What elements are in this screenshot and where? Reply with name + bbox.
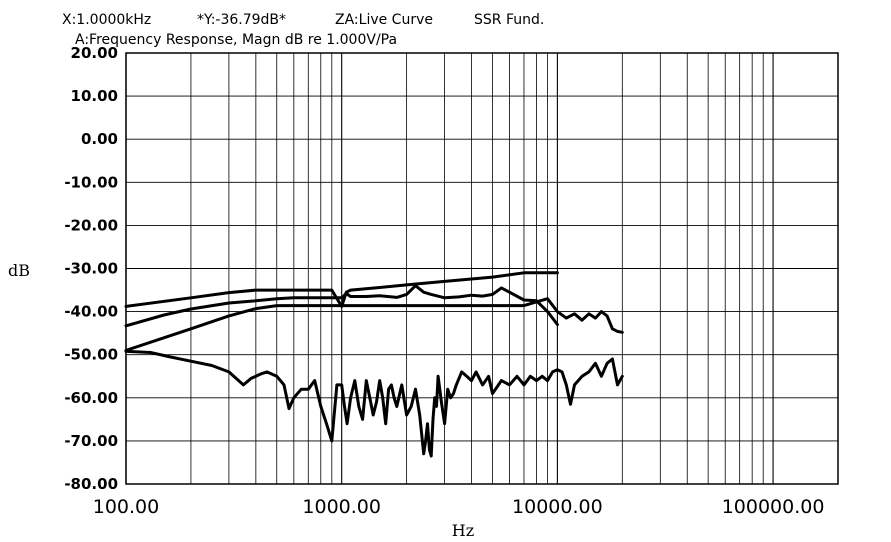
series-line-4 (124, 349, 624, 458)
series-line-3 (124, 297, 624, 352)
y-tick-label: 10.00 (71, 87, 118, 105)
y-tick-label: -10.00 (64, 173, 118, 191)
chart-title: A:Frequency Response, Magn dB re 1.000V/… (75, 32, 397, 48)
x-axis-label: Hz (452, 521, 474, 540)
cursor-y-readout: *Y:-36.79dB* (197, 12, 286, 28)
x-tick-label: 1000.00 (302, 496, 381, 518)
y-tick-label: -40.00 (64, 303, 118, 321)
y-tick-label: -70.00 (64, 432, 118, 450)
zone-label: ZA:Live Curve (335, 12, 433, 28)
y-tick-label: -30.00 (64, 260, 118, 278)
series-line-2 (124, 284, 559, 328)
x-tick-labels: 100.00 1000.00 10000.00 100000.00 (93, 496, 825, 518)
series-line-1 (124, 271, 559, 308)
grid (125, 52, 839, 485)
curves (124, 271, 624, 458)
y-tick-label: -60.00 (64, 389, 118, 407)
y-tick-label: 0.00 (81, 130, 118, 148)
y-tick-label: -50.00 (64, 346, 118, 364)
y-tick-labels: 20.00 10.00 0.00 -10.00 -20.00 -30.00 -40.00 -5… (64, 44, 118, 493)
y-axis-label: dB (8, 261, 30, 280)
x-tick-label: 10000.00 (512, 496, 603, 518)
y-tick-label: -20.00 (64, 216, 118, 234)
mode-label: SSR Fund. (474, 12, 544, 28)
y-tick-label: -80.00 (64, 475, 118, 493)
x-tick-label: 100000.00 (722, 496, 825, 518)
y-tick-label: 20.00 (71, 44, 118, 62)
plot-frame (125, 52, 839, 485)
x-tick-label: 100.00 (93, 496, 159, 518)
cursor-x-readout: X:1.0000kHz (62, 12, 151, 28)
